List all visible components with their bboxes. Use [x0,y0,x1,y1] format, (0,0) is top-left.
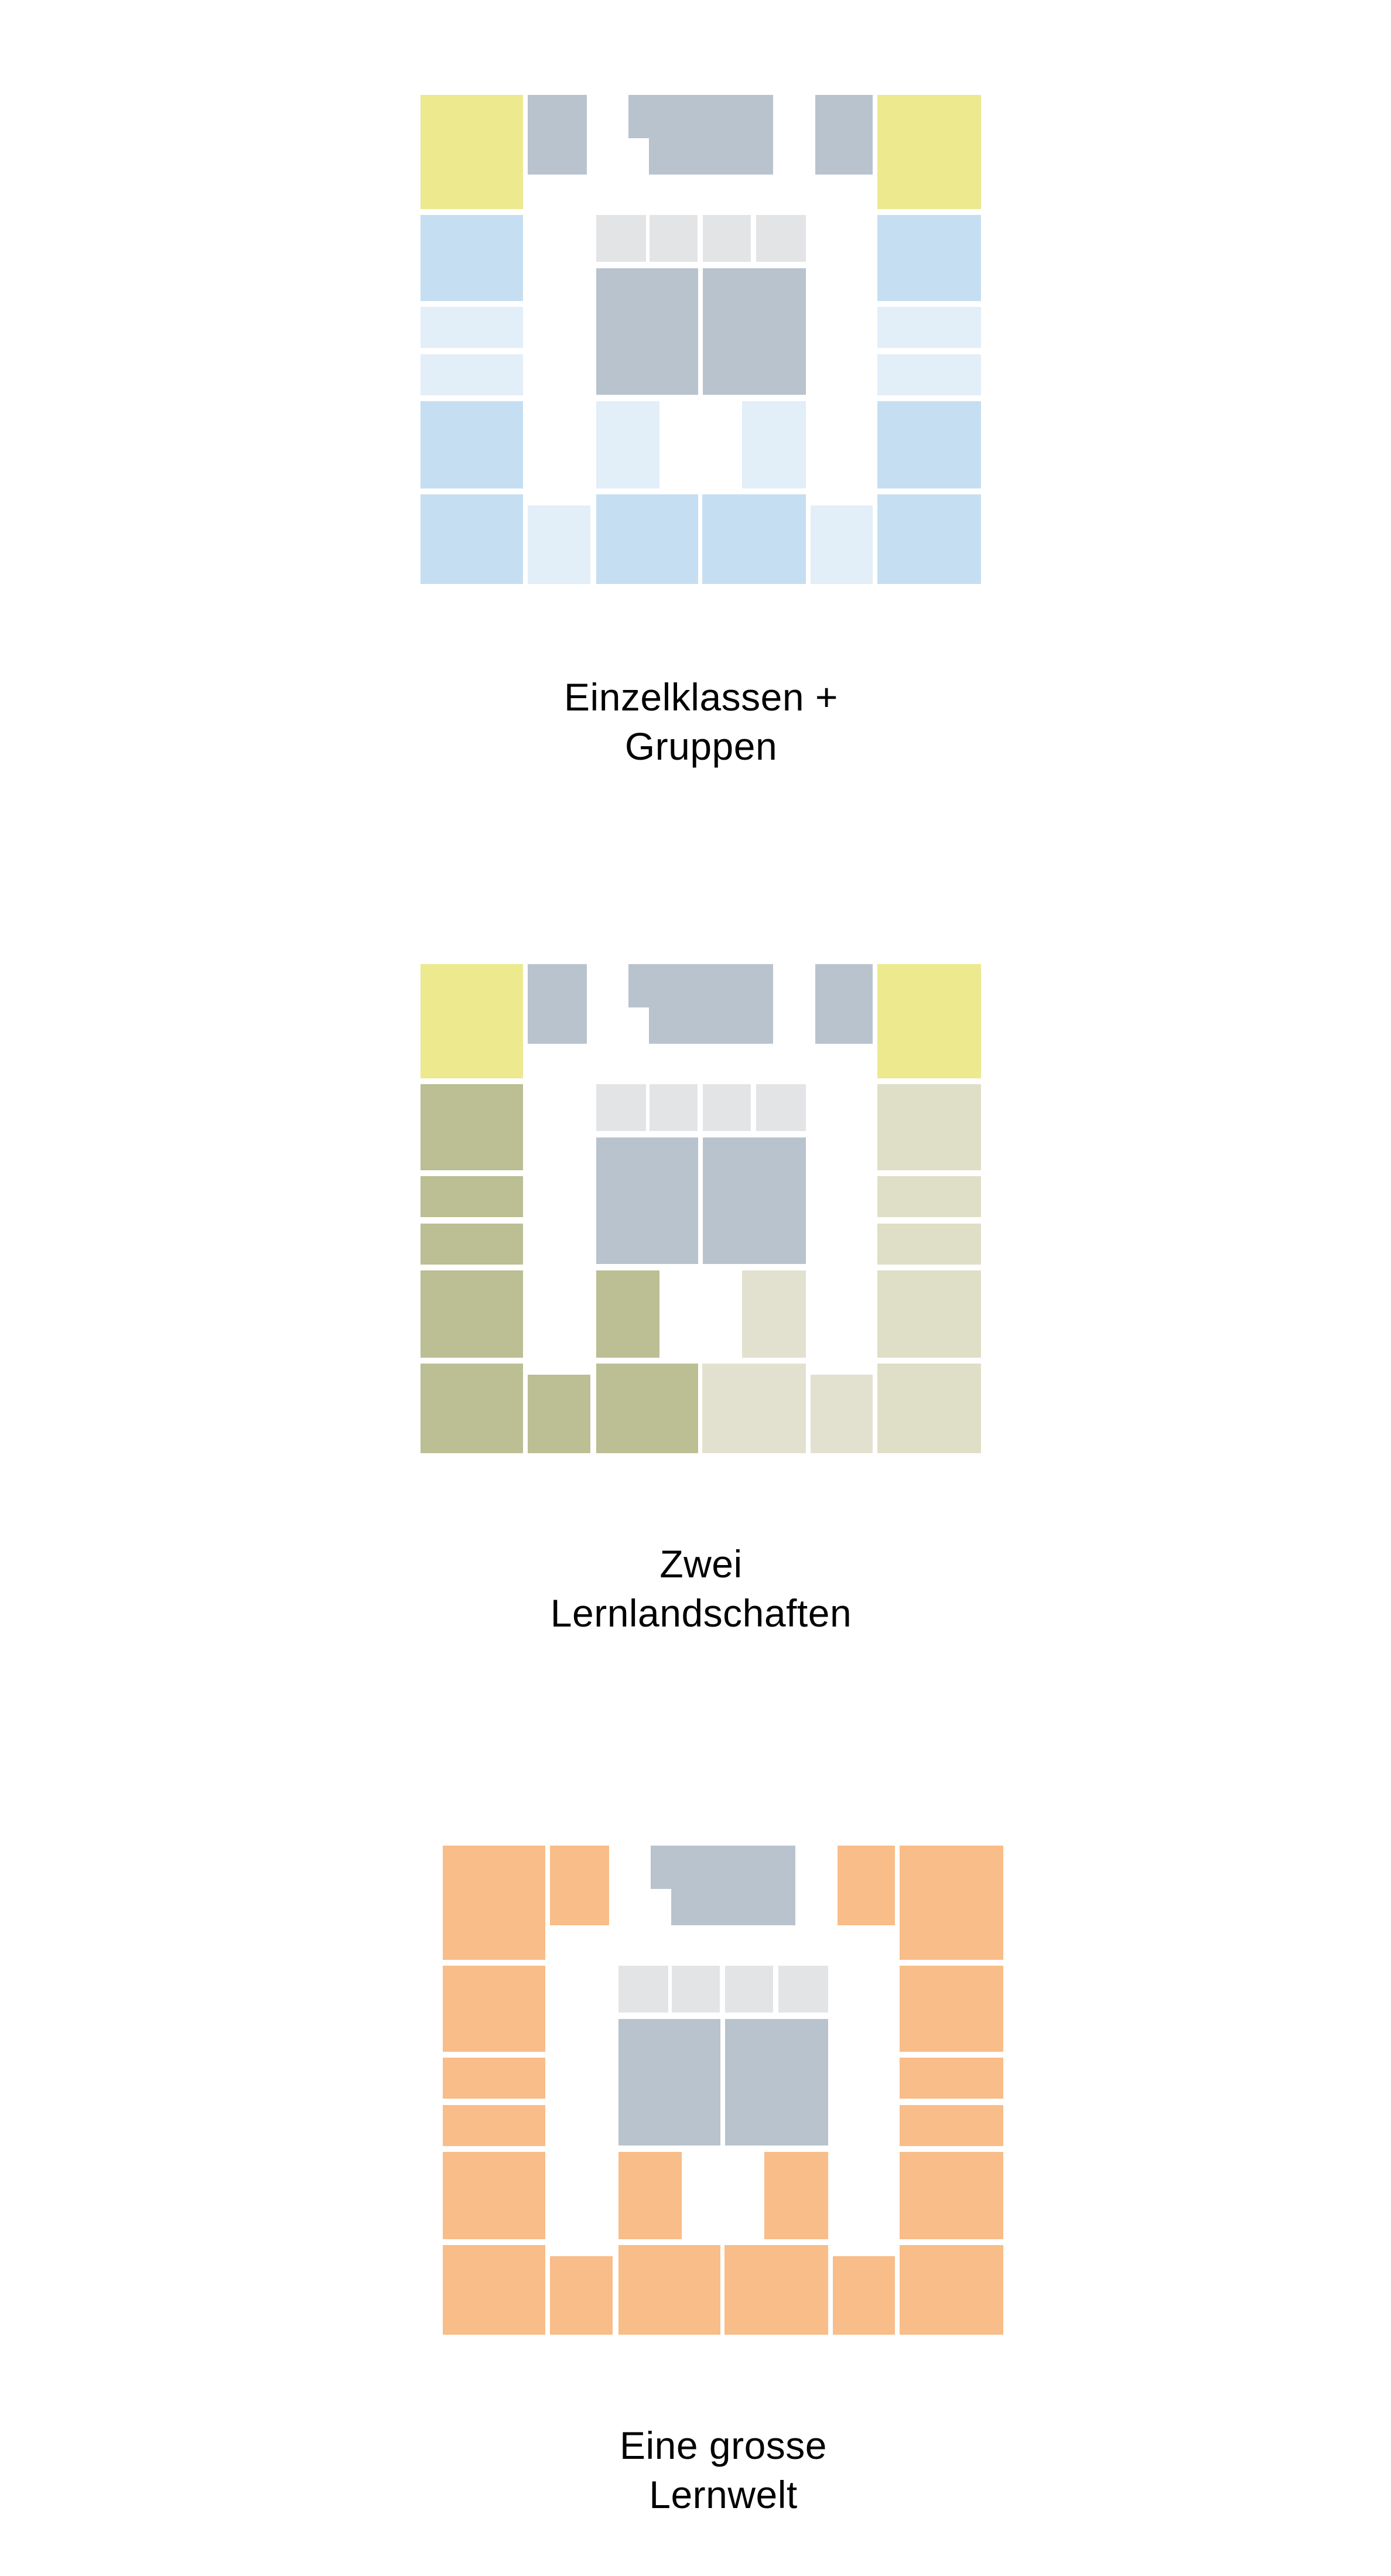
eine-grosse-lernwelt-row2-left-block [443,1966,545,2052]
einzelklassen-gruppen-strip-right-1-block [877,307,981,348]
caption-line-2: Lernlandschaften [550,1591,852,1635]
einzelklassen-gruppen-small-top-left-block [528,95,587,175]
zwei-lernlandschaften-row2-right-block [877,1084,981,1170]
zwei-lernlandschaften-mini-4-block [756,1084,806,1131]
caption-einzelklassen-gruppen: Einzelklassen + Gruppen [438,672,965,771]
einzelklassen-gruppen-mini-4-block [756,215,806,262]
eine-grosse-lernwelt-bottom-3-block [724,2245,828,2335]
einzelklassen-gruppen-l-top-block [628,95,773,138]
eine-grosse-lernwelt-bottom-small-left-block [550,2256,613,2335]
eine-grosse-lernwelt-row4-center-right-block [764,2152,828,2239]
caption-line-1: Zwei [659,1542,743,1586]
zwei-lernlandschaften-l-bottom-block [649,1007,773,1044]
floorplan-zwei-lernlandschaften [421,964,981,1453]
eine-grosse-lernwelt-small-top-left-block [550,1846,609,1925]
einzelklassen-gruppen-bottom-3-block [702,494,806,584]
floorplan-einzelklassen-gruppen [421,95,981,584]
zwei-lernlandschaften-bottom-small-right-block [811,1375,873,1453]
zwei-lernlandschaften-bottom-small-left-block [528,1375,590,1453]
zwei-lernlandschaften-bottom-2-block [596,1364,698,1453]
zwei-lernlandschaften-strip-right-1-block [877,1176,981,1217]
einzelklassen-gruppen-row4-left-block [421,401,523,488]
zwei-lernlandschaften-small-top-right-block [815,964,873,1044]
einzelklassen-gruppen-small-top-right-block [815,95,873,175]
einzelklassen-gruppen-mini-2-block [650,215,698,262]
eine-grosse-lernwelt-row4-right-block [900,2152,1003,2239]
zwei-lernlandschaften-corner-right-block [877,964,981,1078]
einzelklassen-gruppen-strip-left-2-block [421,354,523,395]
einzelklassen-gruppen-row2-left-block [421,215,523,301]
einzelklassen-gruppen-bottom-1-block [421,494,523,584]
caption-zwei-lernlandschaften: Zwei Lernlandschaften [438,1539,965,1638]
zwei-lernlandschaften-hall-left-block [596,1137,698,1264]
zwei-lernlandschaften-corner-left-block [421,964,523,1078]
eine-grosse-lernwelt-mini-3-block [725,1966,773,2013]
einzelklassen-gruppen-bottom-2-block [596,494,698,584]
einzelklassen-gruppen-bottom-4-block [877,494,981,584]
eine-grosse-lernwelt-hall-right-block [725,2019,828,2145]
eine-grosse-lernwelt-corner-right-block [900,1846,1003,1960]
einzelklassen-gruppen-hall-right-block [703,268,806,395]
eine-grosse-lernwelt-strip-right-1-block [900,2058,1003,2099]
eine-grosse-lernwelt-hall-left-block [618,2019,720,2145]
caption-eine-grosse-lernwelt: Eine grosse Lernwelt [460,2421,987,2519]
zwei-lernlandschaften-strip-left-1-block [421,1176,523,1217]
zwei-lernlandschaften-mini-2-block [650,1084,698,1131]
einzelklassen-gruppen-corner-right-block [877,95,981,209]
caption-line-2: Lernwelt [649,2473,798,2516]
eine-grosse-lernwelt-small-top-right-block [838,1846,895,1925]
einzelklassen-gruppen-bottom-small-left-block [528,505,590,584]
einzelklassen-gruppen-bottom-small-right-block [811,505,873,584]
zwei-lernlandschaften-row4-left-block [421,1270,523,1358]
einzelklassen-gruppen-row2-right-block [877,215,981,301]
eine-grosse-lernwelt-bottom-small-right-block [833,2256,895,2335]
eine-grosse-lernwelt-l-bottom-block [671,1889,795,1925]
eine-grosse-lernwelt-bottom-1-block [443,2245,545,2335]
einzelklassen-gruppen-corner-left-block [421,95,523,209]
zwei-lernlandschaften-strip-right-2-block [877,1224,981,1265]
einzelklassen-gruppen-mini-1-block [596,215,646,262]
zwei-lernlandschaften-l-top-block [628,964,773,1007]
eine-grosse-lernwelt-l-top-block [651,1846,795,1889]
zwei-lernlandschaften-row4-right-block [877,1270,981,1358]
eine-grosse-lernwelt-corner-left-block [443,1846,545,1960]
eine-grosse-lernwelt-bottom-4-block [900,2245,1003,2335]
eine-grosse-lernwelt-mini-2-block [672,1966,720,2013]
einzelklassen-gruppen-strip-left-1-block [421,307,523,348]
eine-grosse-lernwelt-strip-left-1-block [443,2058,545,2099]
einzelklassen-gruppen-row4-right-block [877,401,981,488]
eine-grosse-lernwelt-mini-1-block [618,1966,668,2013]
einzelklassen-gruppen-row4-center-right-block [742,401,806,488]
eine-grosse-lernwelt-strip-right-2-block [900,2105,1003,2146]
eine-grosse-lernwelt-row4-center-left-block [618,2152,682,2239]
eine-grosse-lernwelt-mini-4-block [778,1966,828,2013]
zwei-lernlandschaften-bottom-3-block [702,1364,806,1453]
eine-grosse-lernwelt-row4-left-block [443,2152,545,2239]
zwei-lernlandschaften-bottom-4-block [877,1364,981,1453]
einzelklassen-gruppen-hall-left-block [596,268,698,395]
zwei-lernlandschaften-row4-center-left-block [596,1270,659,1358]
zwei-lernlandschaften-row4-center-right-block [742,1270,806,1358]
floorplan-eine-grosse-lernwelt [443,1846,1003,2335]
caption-line-1: Einzelklassen + [564,675,838,719]
zwei-lernlandschaften-row2-left-block [421,1084,523,1170]
zwei-lernlandschaften-hall-right-block [703,1137,806,1264]
einzelklassen-gruppen-row4-center-left-block [596,401,659,488]
eine-grosse-lernwelt-bottom-2-block [618,2245,720,2335]
caption-line-2: Gruppen [624,725,778,768]
zwei-lernlandschaften-mini-1-block [596,1084,646,1131]
zwei-lernlandschaften-mini-3-block [703,1084,751,1131]
zwei-lernlandschaften-strip-left-2-block [421,1224,523,1265]
eine-grosse-lernwelt-row2-right-block [900,1966,1003,2052]
einzelklassen-gruppen-mini-3-block [703,215,751,262]
caption-line-1: Eine grosse [619,2424,828,2467]
zwei-lernlandschaften-bottom-1-block [421,1364,523,1453]
zwei-lernlandschaften-small-top-left-block [528,964,587,1044]
eine-grosse-lernwelt-strip-left-2-block [443,2105,545,2146]
einzelklassen-gruppen-strip-right-2-block [877,354,981,395]
einzelklassen-gruppen-l-bottom-block [649,138,773,175]
